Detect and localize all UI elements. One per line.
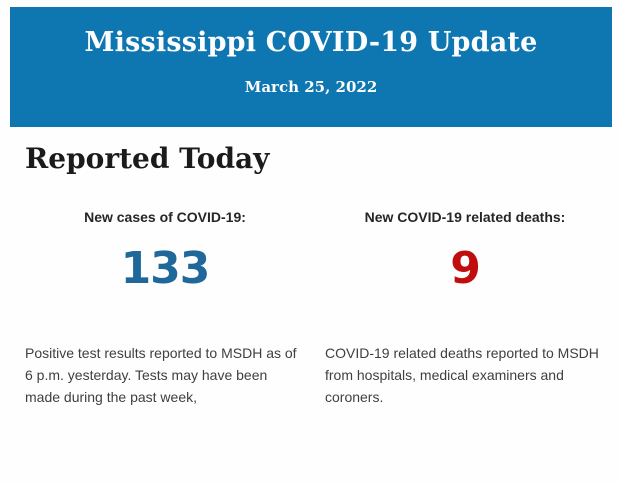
new-deaths-value: 9 (450, 243, 481, 294)
new-deaths-description: COVID-19 related deaths reported to MSDH… (325, 345, 599, 405)
banner: Mississippi COVID-19 Update March 25, 20… (10, 7, 612, 127)
new-cases-description: Positive test results reported to MSDH a… (25, 345, 297, 405)
stat-card-new-cases: New cases of COVID-19: 133 Positive test… (25, 209, 305, 408)
page-title: Mississippi COVID-19 Update (84, 27, 538, 58)
report-date: March 25, 2022 (244, 78, 378, 96)
new-cases-label: New cases of COVID-19: (84, 209, 246, 225)
new-deaths-label: New COVID-19 related deaths: (364, 209, 566, 225)
stat-card-new-deaths: New COVID-19 related deaths: 9 COVID-19 … (325, 209, 605, 408)
section-heading: Reported Today (25, 142, 270, 175)
new-cases-value: 133 (120, 243, 211, 294)
stats-columns: New cases of COVID-19: 133 Positive test… (25, 209, 605, 408)
